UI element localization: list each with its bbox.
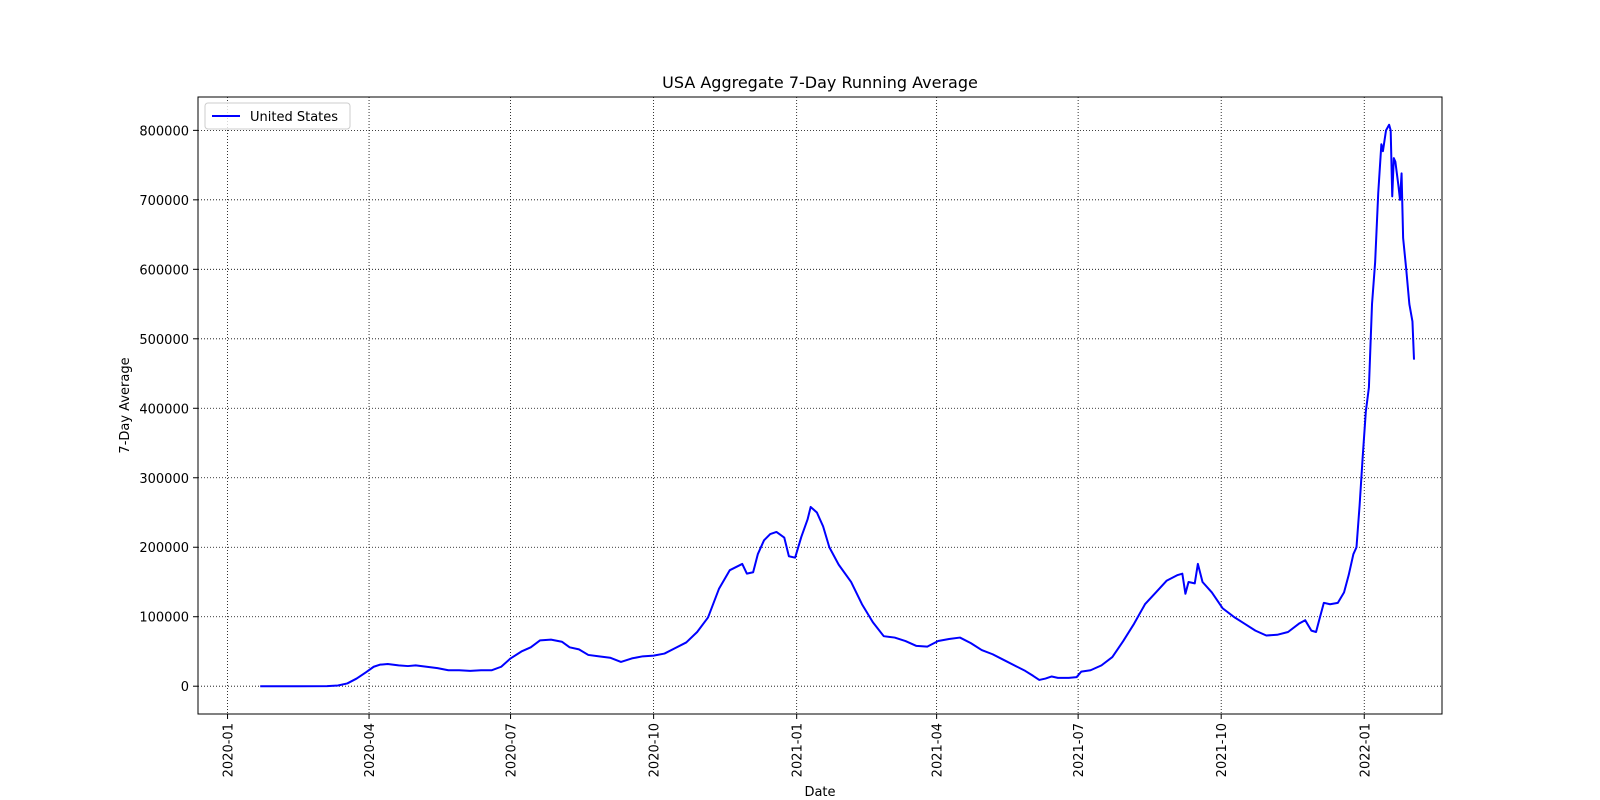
y-axis-label: 7-Day Average	[118, 357, 133, 453]
x-tick-label: 2021-04	[931, 723, 946, 777]
axis-ticks: 0 100000 200000 300000 400000 500000 600000 700…	[139, 124, 1373, 777]
series-line	[260, 123, 1416, 688]
plot-frame	[197, 96, 1443, 715]
x-tick-label: 2021-01	[791, 723, 806, 777]
x-tick-label: 2020-04	[363, 723, 378, 777]
chart-title: USA Aggregate 7-Day Running Average	[662, 73, 978, 92]
x-tick-label: 2021-10	[1215, 723, 1230, 777]
gridlines	[198, 97, 1442, 714]
y-tick-label: 800000	[139, 124, 189, 139]
x-tick-label: 2020-10	[648, 723, 663, 777]
legend-label: United States	[250, 110, 338, 125]
x-tick-label: 2020-01	[222, 723, 237, 777]
y-tick-label: 100000	[139, 611, 189, 626]
x-tick-label: 2021-07	[1072, 723, 1087, 777]
series-layer	[260, 123, 1416, 688]
legend-box	[204, 102, 351, 130]
y-tick-label: 700000	[139, 194, 189, 209]
y-tick-label: 200000	[139, 541, 189, 556]
y-tick-label: 600000	[139, 263, 189, 278]
y-tick-label: 500000	[139, 333, 189, 348]
y-tick-label: 300000	[139, 472, 189, 487]
legend: United States	[204, 102, 351, 130]
x-tick-label: 2020-07	[505, 723, 520, 777]
x-axis-label: Date	[804, 785, 835, 800]
x-tick-label: 2022-01	[1358, 723, 1373, 777]
y-tick-label: 0	[181, 680, 189, 695]
y-tick-label: 400000	[139, 402, 189, 417]
